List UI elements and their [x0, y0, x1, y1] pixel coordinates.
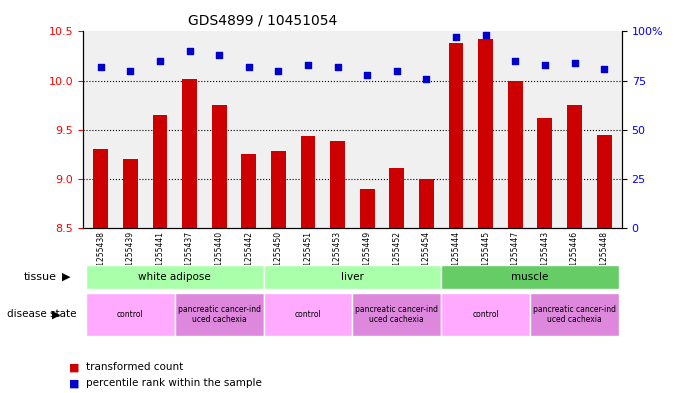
Point — [480, 32, 491, 39]
Point — [243, 64, 254, 70]
Point — [303, 62, 314, 68]
Point — [184, 48, 195, 54]
Bar — [538, 118, 552, 228]
Point — [569, 60, 580, 66]
Text: percentile rank within the sample: percentile rank within the sample — [86, 378, 263, 388]
FancyBboxPatch shape — [352, 293, 442, 336]
Text: liver: liver — [341, 272, 364, 282]
FancyBboxPatch shape — [175, 293, 263, 336]
Point — [391, 68, 402, 74]
Point — [510, 58, 521, 64]
Bar — [271, 151, 286, 228]
Text: white adipose: white adipose — [138, 272, 211, 282]
Bar — [153, 115, 167, 228]
Bar — [390, 168, 404, 228]
Text: transformed count: transformed count — [86, 362, 184, 373]
Text: ■: ■ — [69, 378, 79, 388]
Point — [125, 68, 136, 74]
Text: disease state: disease state — [7, 309, 77, 320]
Text: tissue: tissue — [24, 272, 57, 282]
FancyBboxPatch shape — [86, 293, 175, 336]
Text: pancreatic cancer-ind
uced cachexia: pancreatic cancer-ind uced cachexia — [533, 305, 616, 324]
Point — [273, 68, 284, 74]
Text: control: control — [473, 310, 499, 319]
Text: ▶: ▶ — [62, 272, 70, 282]
Point — [451, 34, 462, 40]
Text: control: control — [294, 310, 321, 319]
Text: pancreatic cancer-ind
uced cachexia: pancreatic cancer-ind uced cachexia — [355, 305, 438, 324]
Bar — [93, 149, 108, 228]
Point — [214, 52, 225, 58]
FancyBboxPatch shape — [442, 293, 530, 336]
Bar — [478, 39, 493, 228]
Bar — [301, 136, 315, 228]
Bar — [182, 79, 197, 228]
FancyBboxPatch shape — [263, 293, 352, 336]
FancyBboxPatch shape — [86, 265, 263, 289]
Bar — [567, 105, 582, 228]
Text: control: control — [117, 310, 144, 319]
Bar — [448, 43, 464, 228]
Text: muscle: muscle — [511, 272, 549, 282]
Bar — [123, 159, 138, 228]
Bar — [360, 189, 375, 228]
Bar — [597, 135, 612, 228]
FancyBboxPatch shape — [442, 265, 619, 289]
Bar — [419, 179, 434, 228]
Point — [95, 64, 106, 70]
Point — [421, 75, 432, 82]
Text: GDS4899 / 10451054: GDS4899 / 10451054 — [188, 14, 337, 28]
Bar — [241, 154, 256, 228]
Point — [540, 62, 551, 68]
FancyBboxPatch shape — [263, 265, 442, 289]
Point — [361, 72, 372, 78]
Text: pancreatic cancer-ind
uced cachexia: pancreatic cancer-ind uced cachexia — [178, 305, 261, 324]
Point — [154, 58, 165, 64]
Bar — [330, 141, 345, 228]
Bar — [211, 105, 227, 228]
Bar — [508, 81, 522, 228]
Text: ▶: ▶ — [52, 309, 60, 320]
Text: ■: ■ — [69, 362, 79, 373]
Point — [598, 66, 609, 72]
Point — [332, 64, 343, 70]
FancyBboxPatch shape — [530, 293, 619, 336]
